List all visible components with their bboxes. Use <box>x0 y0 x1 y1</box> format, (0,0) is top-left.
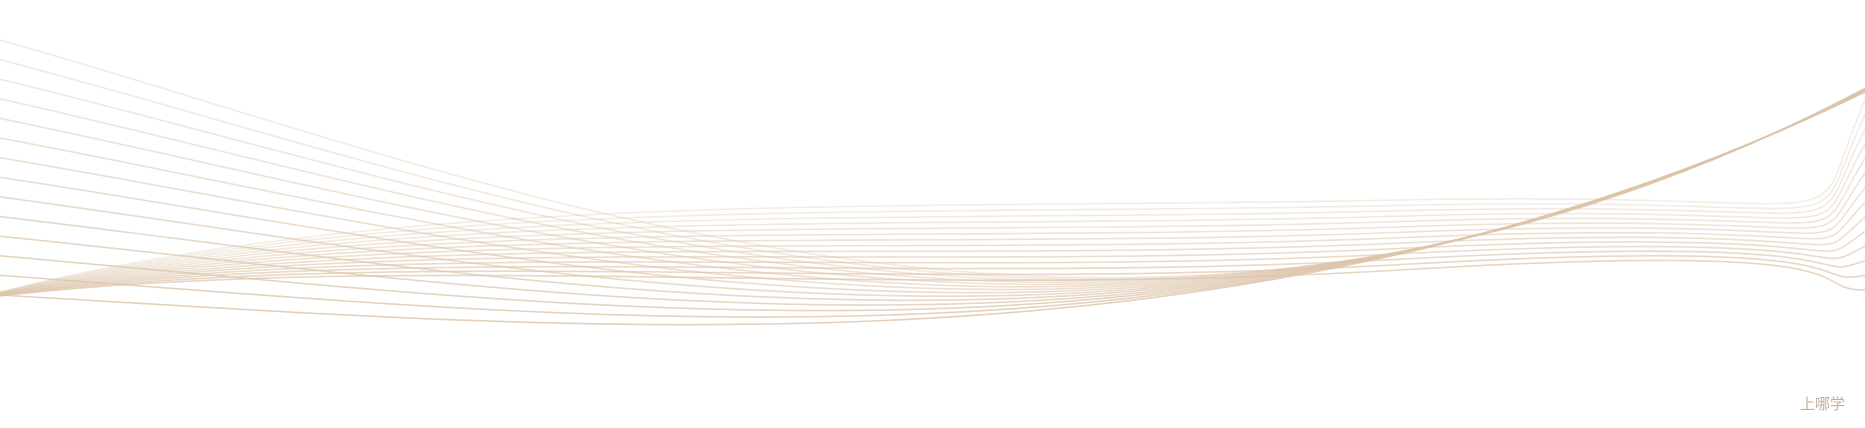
wave-line <box>0 99 1865 293</box>
wave-line <box>0 187 1865 295</box>
wave-line <box>0 172 1865 295</box>
wave-line <box>0 143 1865 294</box>
wave-line <box>0 89 1865 291</box>
wave-line <box>0 91 1865 326</box>
wave-line <box>0 230 1865 296</box>
wave-line <box>0 216 1865 296</box>
wave-line <box>0 255 1865 297</box>
wave-line <box>0 158 1865 295</box>
wave-line <box>0 88 1865 284</box>
wave-line <box>0 245 1865 296</box>
wave-line <box>0 39 1865 279</box>
wave-line <box>0 128 1865 294</box>
watermark: 上哪学 <box>1799 395 1845 413</box>
wave-line <box>0 90 1865 306</box>
wave-line <box>0 201 1865 295</box>
wave-line <box>0 58 1865 280</box>
wave-line <box>0 114 1865 294</box>
wave-line <box>0 259 1865 297</box>
wave-line <box>0 250 1865 297</box>
